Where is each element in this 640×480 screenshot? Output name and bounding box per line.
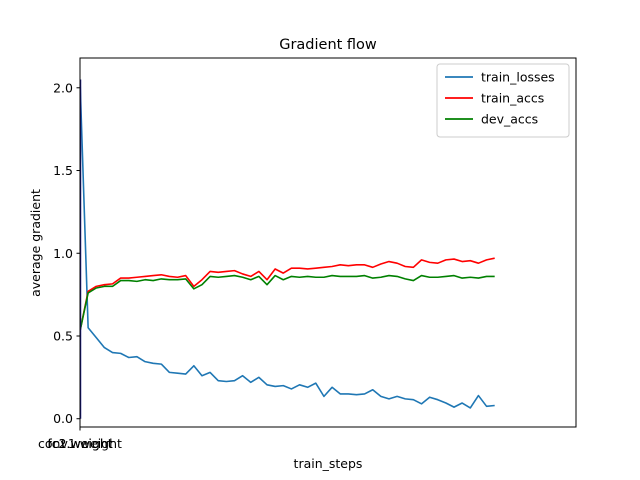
series-line-train-accs — [80, 257, 495, 332]
y-axis-label: average gradient — [28, 189, 43, 297]
series-line-train-losses — [80, 79, 495, 409]
legend: train_losses train_accs dev_accs — [436, 63, 570, 138]
axes-frame — [79, 57, 577, 428]
legend-label-train-accs: train_accs — [481, 91, 544, 106]
y-tick-label: 2.0 — [53, 80, 73, 95]
axes: 0.0 0.5 1.0 1.5 2.0 conv1.weightfc2.weightfc1… — [38, 57, 577, 451]
y-tick-label: 1.5 — [53, 163, 73, 178]
x-tick-label: fc2.weight — [47, 436, 112, 451]
series-line-dev-accs — [80, 274, 495, 332]
y-tick-label: 1.0 — [53, 246, 73, 261]
x-tick-label: conv1.weight — [38, 436, 122, 451]
x-tick-label: fc1.weight — [47, 436, 112, 451]
legend-label-dev-accs: dev_accs — [481, 112, 538, 127]
legend-label-train-losses: train_losses — [481, 70, 555, 85]
x-axis-label: train_steps — [294, 456, 363, 471]
y-tick-label: 0.0 — [53, 411, 73, 426]
chart-title: Gradient flow — [279, 37, 377, 53]
y-tick-label: 0.5 — [53, 328, 73, 343]
